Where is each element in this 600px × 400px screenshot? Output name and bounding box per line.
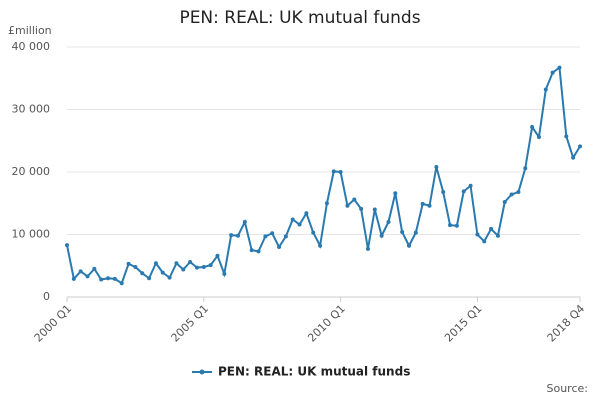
point xyxy=(571,155,576,160)
point xyxy=(297,222,302,227)
point xyxy=(448,223,453,228)
legend-label: PEN: REAL: UK mutual funds xyxy=(218,365,410,379)
point xyxy=(270,231,275,236)
point xyxy=(277,245,282,249)
source: Source: xyxy=(547,382,589,395)
point xyxy=(71,276,76,281)
point xyxy=(222,271,227,276)
chart-title: PEN: REAL: UK mutual funds xyxy=(179,8,420,28)
point xyxy=(543,87,548,92)
point xyxy=(324,201,329,206)
point xyxy=(372,207,377,212)
point xyxy=(557,65,562,70)
point xyxy=(407,243,411,248)
y-axis-label: £million xyxy=(8,24,52,37)
point xyxy=(502,200,507,204)
point xyxy=(160,270,165,275)
point xyxy=(318,243,323,248)
x-tick-label: 2010 Q1 xyxy=(305,302,348,345)
line xyxy=(66,65,581,285)
point xyxy=(413,230,418,235)
point xyxy=(92,266,97,271)
y-tick-label: 10 000 xyxy=(12,228,51,241)
point xyxy=(249,248,254,253)
point xyxy=(174,261,179,266)
point xyxy=(263,234,268,239)
point xyxy=(564,134,569,139)
point xyxy=(119,281,124,286)
point xyxy=(427,203,432,208)
point xyxy=(201,265,206,269)
point xyxy=(509,192,514,197)
point xyxy=(434,165,439,169)
point xyxy=(85,274,90,279)
point xyxy=(65,243,69,248)
point xyxy=(379,233,384,238)
point xyxy=(215,253,220,258)
point xyxy=(345,203,350,208)
y-tick-label: 20 000 xyxy=(12,165,51,178)
point xyxy=(283,234,288,239)
point xyxy=(365,246,370,251)
point xyxy=(290,217,295,222)
point xyxy=(352,197,357,202)
point xyxy=(393,191,398,196)
x-tick-label: 2018 Q4 xyxy=(545,302,588,345)
point xyxy=(181,267,186,272)
point xyxy=(536,135,541,139)
point xyxy=(112,276,117,281)
point xyxy=(126,261,131,266)
point xyxy=(482,239,487,244)
y-tick-label: 30 000 xyxy=(12,103,51,116)
point xyxy=(331,169,336,174)
point xyxy=(441,190,446,194)
point xyxy=(106,276,111,281)
point xyxy=(78,269,83,274)
y-tick-label: 0 xyxy=(43,290,50,303)
point xyxy=(420,201,425,206)
point xyxy=(153,261,158,266)
point xyxy=(194,265,199,270)
point xyxy=(468,183,473,188)
y-tick-label: 40 000 xyxy=(12,40,51,53)
point xyxy=(454,223,459,228)
point xyxy=(475,232,480,237)
point xyxy=(338,170,343,174)
point xyxy=(242,220,247,224)
point xyxy=(461,189,466,194)
point xyxy=(523,166,528,171)
point xyxy=(147,276,152,281)
x-tick-label: 2000 Q1 xyxy=(32,302,75,345)
point xyxy=(99,277,104,282)
point xyxy=(550,70,555,75)
point xyxy=(188,260,193,264)
point xyxy=(386,220,391,224)
point xyxy=(489,226,494,231)
x-tick-label: 2005 Q1 xyxy=(169,302,212,345)
point xyxy=(400,230,405,234)
x-tick-label: 2015 Q1 xyxy=(442,302,485,345)
legend-marker xyxy=(199,369,205,375)
point xyxy=(208,263,213,268)
point xyxy=(578,144,582,149)
point xyxy=(133,265,138,269)
point xyxy=(311,230,316,235)
point xyxy=(236,233,240,238)
point xyxy=(256,249,261,254)
point xyxy=(304,211,309,216)
point xyxy=(167,275,172,280)
point xyxy=(140,271,145,276)
point xyxy=(359,206,364,211)
point xyxy=(530,125,535,129)
point xyxy=(495,233,500,238)
point xyxy=(229,233,234,238)
point xyxy=(516,190,521,194)
